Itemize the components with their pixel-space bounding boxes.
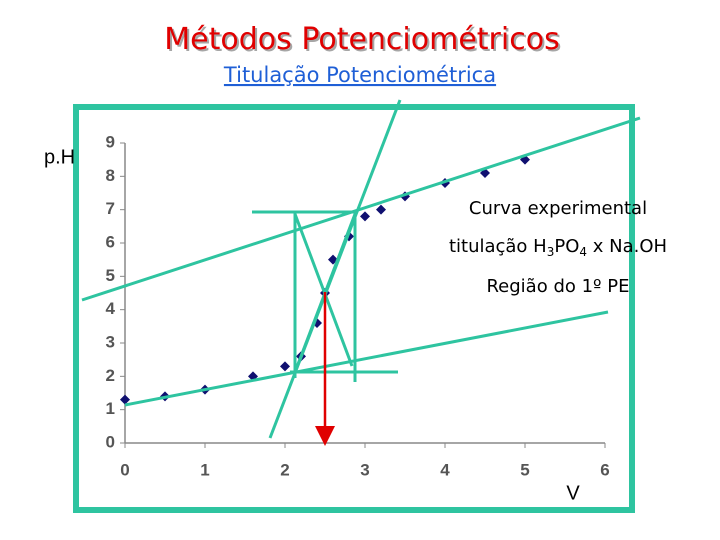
x-tick-label: 0 bbox=[120, 460, 129, 479]
frame bbox=[73, 104, 635, 513]
y-tick-label: 5 bbox=[106, 266, 115, 285]
plot: 0 1 2 3 4 5 6 7 8 9 0 1 2 3 4 5 6 bbox=[106, 132, 610, 479]
data-point bbox=[280, 361, 290, 372]
x-tick-label: 3 bbox=[360, 460, 369, 479]
x-tick-label: 4 bbox=[440, 460, 450, 479]
x-tick-label: 5 bbox=[520, 460, 529, 479]
tangent-line bbox=[124, 310, 609, 407]
y-tick-label: 8 bbox=[106, 166, 115, 185]
annotation-part: titulação H bbox=[449, 236, 547, 257]
annotation: Região do 1º PE bbox=[486, 276, 629, 297]
chart-subtitle: Titulação Potenciométrica bbox=[223, 63, 496, 87]
x-tick-label: 2 bbox=[280, 460, 289, 479]
y-tick-label: 2 bbox=[106, 366, 115, 385]
annotation-part: PO bbox=[554, 236, 579, 257]
x-tick-label: 6 bbox=[600, 460, 609, 479]
y-axis-label: p.H bbox=[44, 146, 75, 168]
data-point bbox=[376, 204, 386, 215]
construction-lines bbox=[81, 99, 641, 446]
annotation-sub: 4 bbox=[579, 245, 587, 259]
annotation-part: x Na.OH bbox=[587, 236, 667, 257]
x-axis-label: V bbox=[566, 482, 580, 504]
y-tick-label: 9 bbox=[106, 132, 115, 151]
y-tick-label: 1 bbox=[106, 399, 115, 418]
chart-title: Métodos Potenciométricos bbox=[164, 22, 559, 57]
data-point bbox=[120, 394, 130, 405]
y-tick-label: 0 bbox=[106, 432, 115, 451]
tangent-line bbox=[81, 116, 641, 302]
y-tick-label: 3 bbox=[106, 332, 115, 351]
y-tick-label: 6 bbox=[106, 232, 115, 251]
annotation: Curva experimental bbox=[469, 198, 647, 219]
title-shadow: Métodos Potenciométricos bbox=[166, 24, 561, 59]
y-tick-label: 7 bbox=[106, 199, 115, 218]
annotation-sub: 3 bbox=[547, 245, 555, 259]
guide-line bbox=[293, 213, 354, 367]
annotation: titulação H3PO4 x Na.OH bbox=[449, 236, 667, 259]
x-tick-label: 1 bbox=[200, 460, 209, 479]
data-point bbox=[360, 211, 370, 222]
y-tick-label: 4 bbox=[106, 299, 116, 318]
